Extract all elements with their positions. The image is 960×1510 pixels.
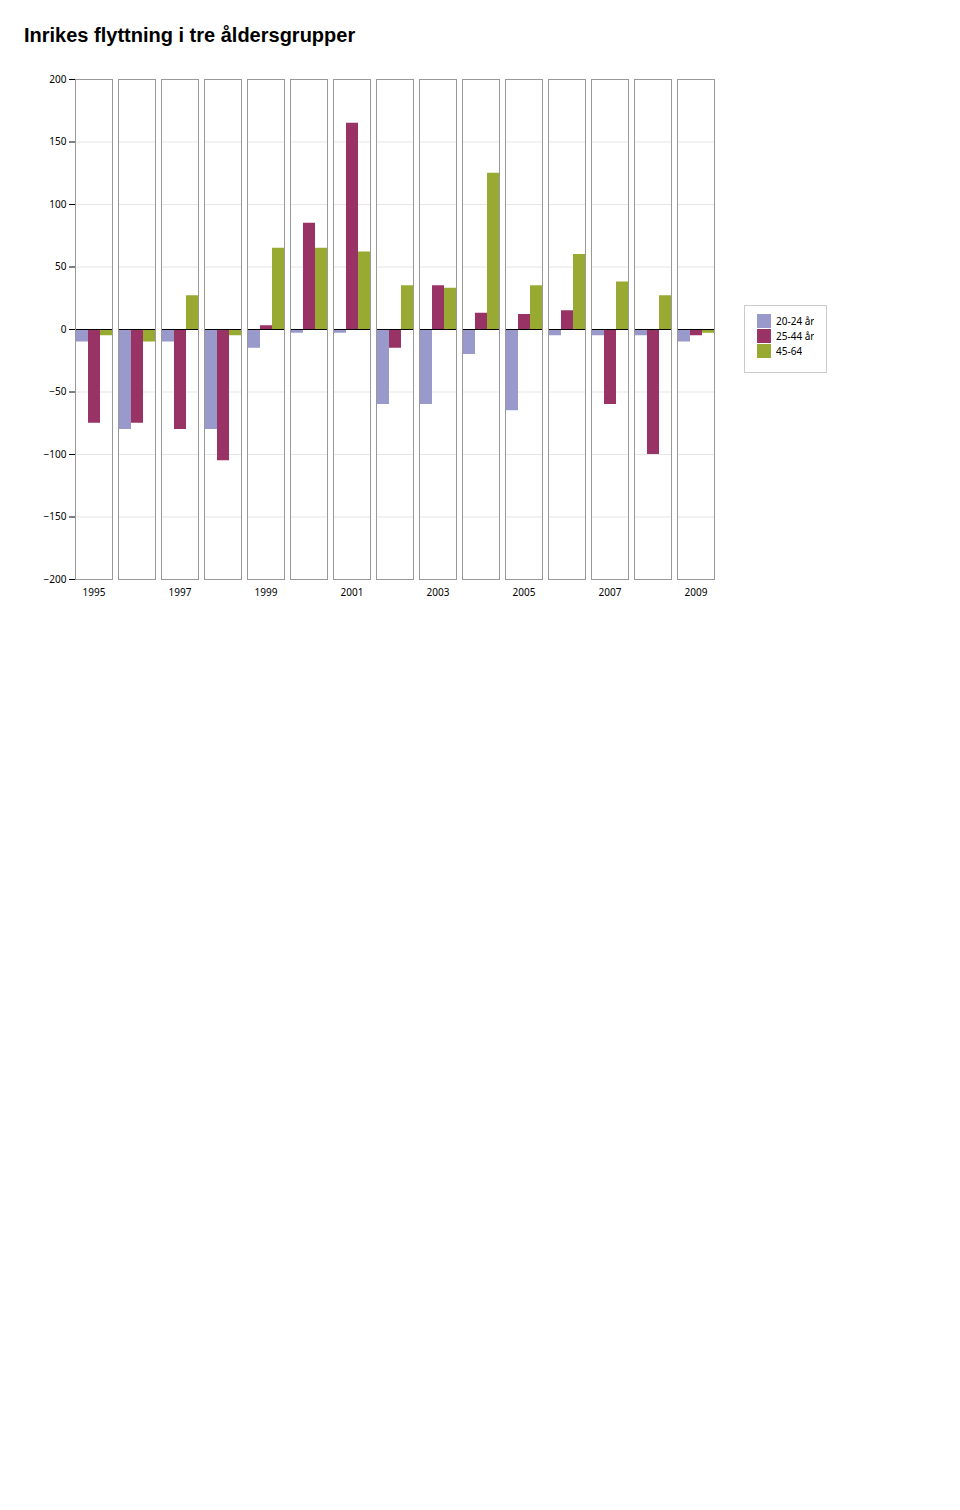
svg-text:0: 0	[61, 322, 67, 336]
html-text:25-44 år: 25-44 år	[776, 329, 815, 343]
svg-text:2007: 2007	[599, 585, 622, 599]
svg-text:2003: 2003	[427, 585, 450, 599]
svg-text:1997: 1997	[169, 585, 192, 599]
svg-text:2001: 2001	[341, 585, 364, 599]
html-text:Inrikes flyttning i tre ålders: Inrikes flyttning i tre åldersgrupper	[24, 24, 356, 46]
svg-text:−150: −150	[44, 509, 67, 523]
svg-text:1995: 1995	[83, 585, 106, 599]
svg-text:2005: 2005	[513, 585, 536, 599]
svg-text:1999: 1999	[255, 585, 278, 599]
svg-text:200: 200	[49, 72, 66, 86]
svg-text:150: 150	[49, 134, 66, 148]
html-text:20-24 år: 20-24 år	[776, 314, 815, 328]
svg-text:2009: 2009	[685, 585, 708, 599]
html-text:45-64: 45-64	[776, 344, 803, 358]
svg-text:−200: −200	[44, 572, 67, 586]
svg-text:−50: −50	[49, 384, 66, 398]
svg-text:−100: −100	[44, 447, 67, 461]
svg-text:50: 50	[55, 259, 67, 273]
svg-text:100: 100	[49, 197, 66, 211]
